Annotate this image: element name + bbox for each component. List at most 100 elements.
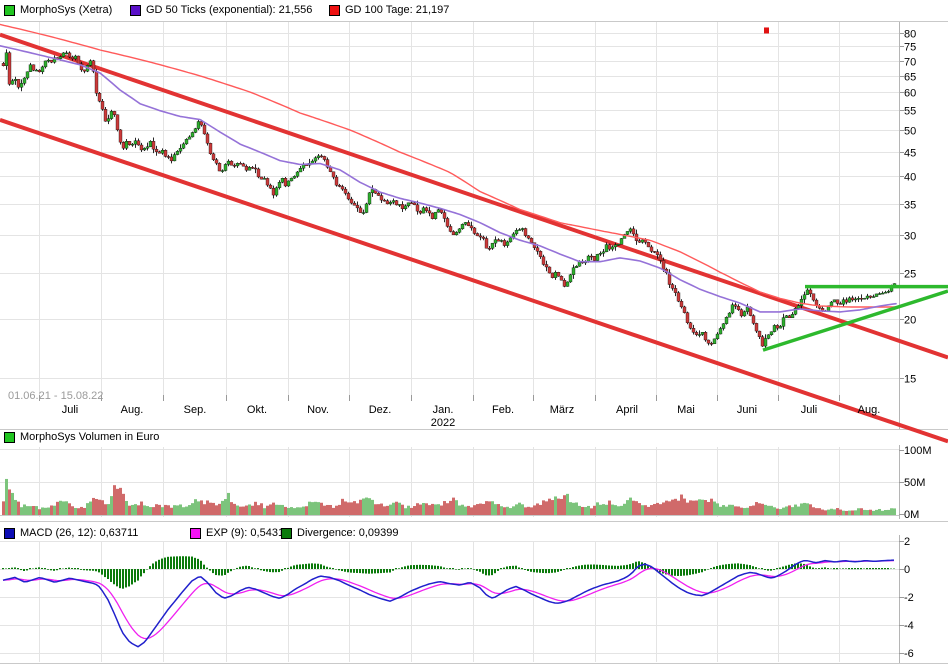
volume-bar <box>512 506 515 515</box>
volume-bar <box>779 509 782 515</box>
divergence-bar <box>404 566 406 569</box>
candle-body <box>844 299 849 303</box>
candle-body <box>730 304 735 314</box>
divergence-bar <box>323 565 325 569</box>
divergence-bar <box>515 565 517 569</box>
volume-bar <box>746 507 749 515</box>
candle-body <box>622 234 627 239</box>
month-label: Sep. <box>184 404 207 416</box>
candle-body <box>334 176 339 186</box>
candle-body <box>253 167 258 170</box>
volume-bar <box>401 504 404 515</box>
divergence-bar <box>41 567 43 569</box>
volume-bar <box>452 497 455 515</box>
volume-bar <box>158 504 161 515</box>
candle-body <box>517 229 522 231</box>
divergence-bar <box>437 565 439 569</box>
divergence-bar <box>455 569 457 570</box>
month-label: Okt. <box>247 404 267 416</box>
volume-bar <box>98 499 101 515</box>
divergence-bar <box>887 568 889 570</box>
candle-body <box>487 248 492 250</box>
volume-bar <box>296 507 299 515</box>
divergence-bar <box>413 565 415 569</box>
divergence-bar <box>644 563 646 569</box>
candle-body <box>550 272 555 278</box>
month-label: Juli <box>801 404 818 416</box>
divergence-bar <box>761 568 763 570</box>
divergence-bar <box>377 569 379 574</box>
volume-bar <box>860 508 863 515</box>
candle-body <box>427 210 432 214</box>
volume-bar <box>725 506 728 515</box>
divergence-bar <box>125 569 127 588</box>
candle-body <box>751 315 756 324</box>
volume-bar <box>491 501 494 515</box>
candle-body <box>475 233 480 237</box>
volume-bar <box>275 504 278 515</box>
volume-bar <box>266 505 269 515</box>
volume-bar <box>587 505 590 515</box>
candle-body <box>244 166 249 171</box>
candle-body <box>397 204 402 206</box>
candle-body <box>598 252 603 255</box>
candle-body <box>106 118 111 122</box>
volume-bar <box>641 505 644 515</box>
divergence-bar <box>482 569 484 574</box>
candle-body <box>808 289 813 294</box>
divergence-bar <box>29 568 31 570</box>
volume-bar <box>827 509 830 515</box>
candle-body <box>151 141 156 150</box>
divergence-bar <box>554 569 556 573</box>
candle-body <box>592 256 597 261</box>
candle-body <box>121 142 126 149</box>
candle-body <box>67 52 72 58</box>
divergence-bar <box>593 564 595 569</box>
price-axis-tick: 25 <box>904 269 916 281</box>
candle-body <box>478 235 483 238</box>
candle-body <box>769 331 774 336</box>
volume-bar <box>698 499 701 515</box>
legend-label: Divergence: 0,09399 <box>297 527 399 539</box>
candle-body <box>706 339 711 344</box>
divergence-bar <box>248 566 250 569</box>
divergence-bar <box>506 566 508 569</box>
candle-body <box>421 207 426 214</box>
volume-bar <box>284 506 287 515</box>
volume-bar <box>464 506 467 515</box>
volume-bar <box>311 502 314 515</box>
divergence-bar <box>137 569 139 581</box>
volume-bar <box>455 500 458 515</box>
divergence-bar <box>425 565 427 569</box>
divergence-bar <box>53 569 55 571</box>
legend-item-exp9: EXP (9): 0,54312 <box>190 527 290 539</box>
candle-body <box>103 109 108 122</box>
red-marker <box>764 27 769 34</box>
volume-bar <box>557 498 560 515</box>
candle-body <box>871 296 876 298</box>
divergence-bar <box>458 569 460 570</box>
candle-body <box>79 63 84 71</box>
price-axis-tick: 45 <box>904 148 916 160</box>
volume-bar <box>890 508 893 515</box>
divergence-bar <box>575 566 577 569</box>
divergence-bar <box>620 565 622 569</box>
candle-body <box>697 334 702 336</box>
volume-bar <box>602 504 605 515</box>
candle-body <box>865 295 870 299</box>
divergence-bar <box>209 569 211 571</box>
divergence-bar <box>236 567 238 569</box>
candle-body <box>112 111 117 115</box>
divergence-bar <box>101 569 103 575</box>
month-label: April <box>616 404 638 416</box>
volume-bar <box>323 505 326 515</box>
candle-body <box>520 228 525 230</box>
candle-body <box>544 264 549 268</box>
candle-body <box>628 228 633 232</box>
divergence-bar <box>680 569 682 576</box>
candle-body <box>460 224 465 230</box>
candle-body <box>61 52 66 57</box>
divergence-bar <box>617 565 619 569</box>
candle-body <box>862 298 867 300</box>
